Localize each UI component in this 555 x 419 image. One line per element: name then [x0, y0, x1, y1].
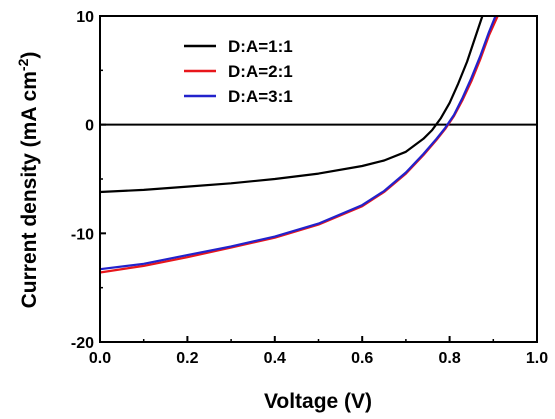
y-tick-label: 0 [85, 118, 94, 135]
series-line-1 [99, 15, 484, 194]
x-axis-title: Voltage (V) [264, 390, 372, 413]
y-tick-label: -20 [71, 335, 94, 352]
y-tick-label: -10 [71, 226, 94, 243]
x-tick-label: 0.0 [89, 350, 111, 367]
legend-label-3: D:A=3:1 [228, 87, 293, 106]
series-line-2 [99, 15, 499, 274]
x-tick-label: 0.6 [351, 350, 373, 367]
x-tick-label: 0.2 [176, 350, 198, 367]
plot-frame [99, 15, 538, 343]
x-tick-label: 1.0 [526, 350, 548, 367]
series-line-3 [99, 15, 497, 271]
legend-label-2: D:A=2:1 [228, 62, 293, 81]
legend-label-1: D:A=1:1 [228, 37, 293, 56]
x-tick-label: 0.8 [438, 350, 460, 367]
y-axis-title: Current density (mA cm-2) [15, 52, 41, 309]
x-tick-label: 0.4 [264, 350, 286, 367]
y-tick-label: 10 [76, 9, 94, 26]
